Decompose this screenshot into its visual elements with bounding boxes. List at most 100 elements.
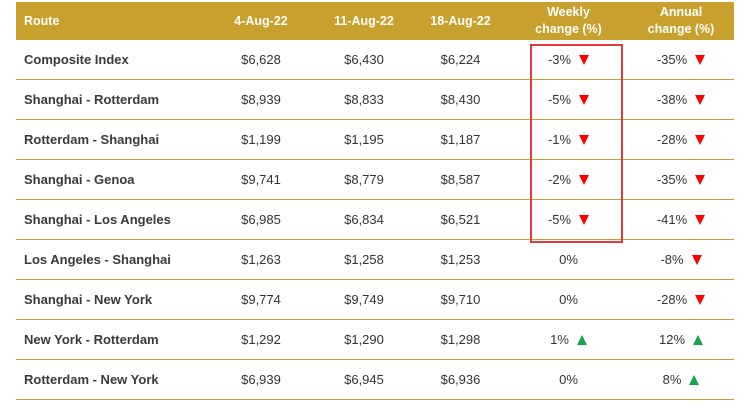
header-date-2: 11-Aug-22 (316, 2, 412, 40)
rate-date-2: $1,258 (316, 239, 412, 280)
header-weekly-change: Weekly change (%) (509, 2, 628, 40)
rate-date-1: $9,774 (206, 279, 316, 320)
annual-change: -41% (628, 199, 734, 240)
header-row: Route 4-Aug-22 11-Aug-22 18-Aug-22 Weekl… (16, 2, 734, 40)
weekly-change-value: -5% (547, 92, 572, 107)
weekly-change: 0% (509, 239, 628, 280)
down-arrow-icon (695, 134, 706, 145)
weekly-change-value: 1% (550, 332, 569, 347)
annual-change: -38% (628, 79, 734, 120)
down-arrow-icon (579, 54, 590, 65)
table-header: Route 4-Aug-22 11-Aug-22 18-Aug-22 Weekl… (16, 2, 734, 40)
up-arrow-icon (689, 374, 700, 385)
weekly-change-value: 0% (559, 372, 578, 387)
down-arrow-icon (579, 214, 590, 225)
annual-change-value: -35% (656, 52, 688, 67)
annual-change-value: -28% (656, 132, 688, 147)
header-route: Route (16, 2, 206, 40)
up-arrow-icon (693, 334, 704, 345)
down-arrow-icon (579, 174, 590, 185)
weekly-change-value: -5% (547, 212, 572, 227)
annual-change: -35% (628, 159, 734, 200)
rate-date-2: $8,779 (316, 159, 412, 200)
rate-date-2: $9,749 (316, 279, 412, 320)
table-row: Rotterdam - Shanghai $1,199 $1,195 $1,187 -1… (16, 119, 734, 160)
rate-date-3: $6,521 (412, 199, 509, 240)
annual-change-value: -38% (656, 92, 688, 107)
weekly-change: -3% (509, 40, 628, 80)
table-row: New York - Rotterdam $1,292 $1,290 $1,298 1%… (16, 319, 734, 360)
route-name: New York - Rotterdam (16, 319, 206, 360)
down-arrow-icon (695, 214, 706, 225)
annual-change-value: -28% (656, 292, 688, 307)
header-weekly-line1: Weekly (547, 5, 590, 19)
annual-change: -8% (628, 239, 734, 280)
header-date-1: 4-Aug-22 (206, 2, 316, 40)
weekly-change: 1% (509, 319, 628, 360)
annual-change-value: 12% (658, 332, 686, 347)
header-date-3: 18-Aug-22 (412, 2, 509, 40)
rate-date-1: $9,741 (206, 159, 316, 200)
table-row: Shanghai - Los Angeles $6,985 $6,834 $6,521… (16, 199, 734, 240)
weekly-change-value: -2% (547, 172, 572, 187)
rate-date-2: $6,834 (316, 199, 412, 240)
table-row: Los Angeles - Shanghai $1,263 $1,258 $1,253… (16, 239, 734, 280)
annual-change-value: -41% (656, 212, 688, 227)
route-name: Shanghai - Genoa (16, 159, 206, 200)
rate-date-1: $1,292 (206, 319, 316, 360)
freight-rates-table: Route 4-Aug-22 11-Aug-22 18-Aug-22 Weekl… (16, 2, 734, 400)
rate-date-2: $6,430 (316, 40, 412, 80)
table-row: Shanghai - Genoa $9,741 $8,779 $8,587 -2% -35… (16, 159, 734, 200)
weekly-change-value: 0% (559, 292, 578, 307)
annual-change: -28% (628, 119, 734, 160)
down-arrow-icon (695, 54, 706, 65)
weekly-change: -2% (509, 159, 628, 200)
rate-date-3: $6,936 (412, 359, 509, 400)
weekly-change: 0% (509, 359, 628, 400)
down-arrow-icon (691, 254, 702, 265)
rate-date-2: $1,290 (316, 319, 412, 360)
weekly-change: -5% (509, 79, 628, 120)
table-row: Shanghai - New York $9,774 $9,749 $9,710 0% -… (16, 279, 734, 320)
header-annual-change: Annual change (%) (628, 2, 734, 40)
weekly-change: -1% (509, 119, 628, 160)
rate-date-2: $6,945 (316, 359, 412, 400)
table-row: Shanghai - Rotterdam $8,939 $8,833 $8,430 -5… (16, 79, 734, 120)
rate-date-1: $1,199 (206, 119, 316, 160)
down-arrow-icon (579, 94, 590, 105)
down-arrow-icon (695, 94, 706, 105)
down-arrow-icon (695, 174, 706, 185)
rate-date-3: $1,253 (412, 239, 509, 280)
rate-date-3: $8,430 (412, 79, 509, 120)
annual-change-value: -35% (656, 172, 688, 187)
rate-date-2: $8,833 (316, 79, 412, 120)
table-body: Composite Index $6,628 $6,430 $6,224 -3% -35%… (16, 40, 734, 400)
table-row: Rotterdam - New York $6,939 $6,945 $6,936 0%… (16, 359, 734, 400)
route-name: Rotterdam - Shanghai (16, 119, 206, 160)
weekly-change: -5% (509, 199, 628, 240)
header-annual-line1: Annual (659, 5, 703, 19)
route-name: Shanghai - New York (16, 279, 206, 320)
rate-date-3: $9,710 (412, 279, 509, 320)
rate-date-3: $8,587 (412, 159, 509, 200)
rate-date-3: $1,298 (412, 319, 509, 360)
table-row: Composite Index $6,628 $6,430 $6,224 -3% -35% (16, 40, 734, 80)
rate-date-1: $1,263 (206, 239, 316, 280)
up-arrow-icon (576, 334, 587, 345)
header-annual-line2: change (%) (647, 22, 715, 36)
weekly-change-value: 0% (559, 252, 578, 267)
route-name: Shanghai - Los Angeles (16, 199, 206, 240)
route-name: Rotterdam - New York (16, 359, 206, 400)
route-name: Shanghai - Rotterdam (16, 79, 206, 120)
down-arrow-icon (579, 134, 590, 145)
annual-change: -28% (628, 279, 734, 320)
weekly-change-value: -3% (547, 52, 572, 67)
rate-date-3: $1,187 (412, 119, 509, 160)
annual-change-value: -8% (660, 252, 684, 267)
weekly-change-value: -1% (547, 132, 572, 147)
annual-change: 8% (628, 359, 734, 400)
rate-date-1: $6,628 (206, 40, 316, 80)
rate-date-1: $6,985 (206, 199, 316, 240)
header-weekly-line2: change (%) (535, 22, 602, 36)
